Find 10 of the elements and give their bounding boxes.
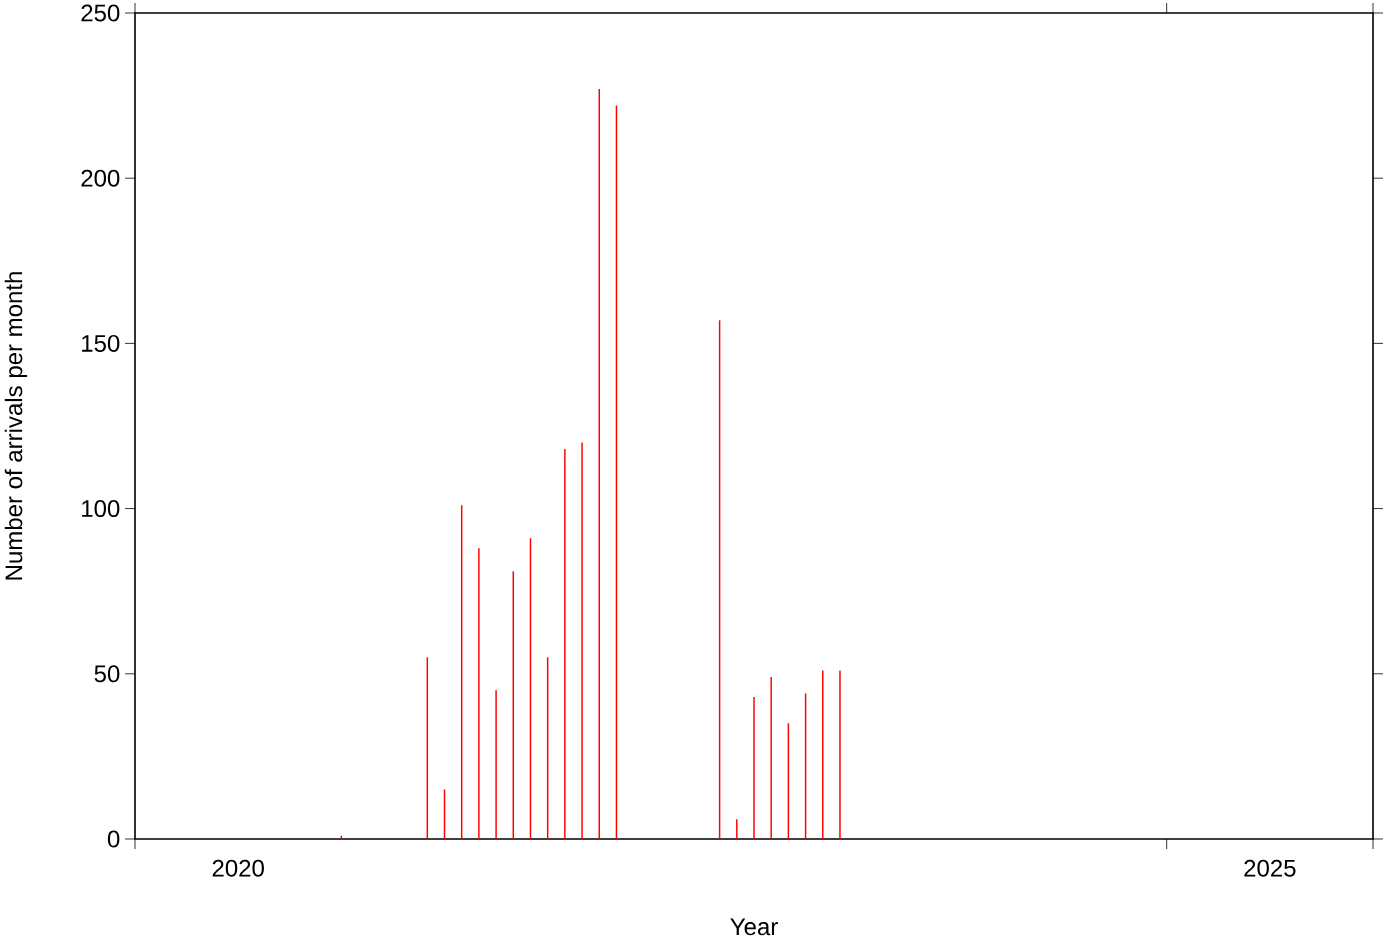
y-tick-label: 250 [81,4,120,22]
y-axis-title: Number of arrivals per month [4,272,28,580]
y-tick-label: 200 [81,169,120,187]
x-tick-label: 2020 [212,859,264,877]
y-tick-label: 50 [94,665,120,683]
y-tick-label: 100 [82,500,120,518]
x-tick-label: 2025 [1244,859,1296,877]
y-tick-label: 150 [82,334,120,352]
y-tick-label: 0 [107,830,120,848]
x-axis-title: Year [730,918,778,936]
